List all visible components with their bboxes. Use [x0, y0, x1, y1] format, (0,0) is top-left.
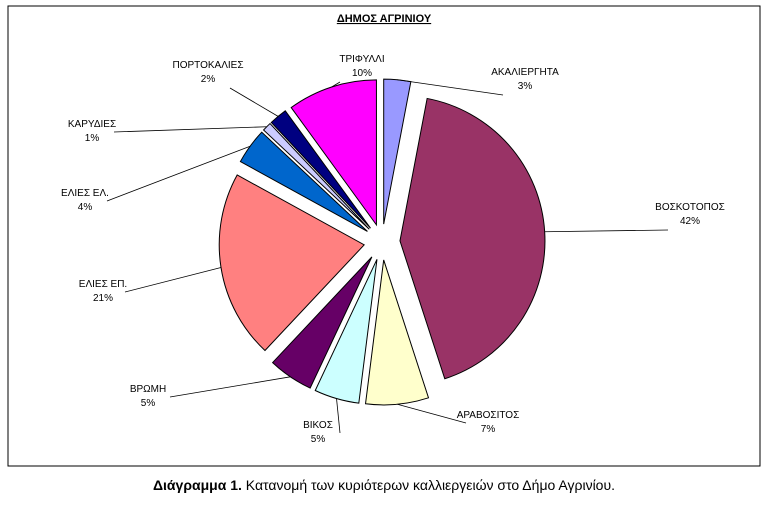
slice-value-label: 1%: [85, 133, 100, 144]
slice-value-label: 7%: [481, 424, 496, 435]
caption-label: Διάγραμμα 1.: [153, 477, 242, 493]
slice-value-label: 21%: [93, 293, 113, 304]
leader-line: [124, 267, 222, 293]
slice-label: ΠΟΡΤΟΚΑΛΙΕΣ: [172, 60, 243, 71]
slice-label: ΕΛΙΕΣ ΕΠ.: [79, 279, 127, 290]
leader-line: [331, 81, 341, 88]
slice-value-label: 3%: [518, 81, 533, 92]
slice-value-label: 5%: [311, 434, 326, 445]
slice-label: ΤΡΙΦΥΛΛΙ: [339, 54, 384, 65]
pie-slice: [314, 259, 378, 404]
slice-label: ΚΑΡΥΔΙΕΣ: [68, 119, 116, 130]
slice-value-label: 2%: [201, 74, 216, 85]
leader-line: [113, 126, 267, 133]
pie-slice: [271, 256, 373, 389]
pie-slice: [270, 110, 371, 229]
slice-value-label: 5%: [141, 398, 156, 409]
leader-line: [169, 376, 291, 398]
slice-value-label: 10%: [352, 68, 372, 79]
caption: Διάγραμμα 1. Κατανομή των κυριότερων καλ…: [153, 477, 615, 493]
pie-slice: [262, 122, 370, 230]
leader-line: [106, 145, 251, 202]
slice-label: ΑΚΑΛΙΕΡΓΗΤΑ: [491, 67, 559, 78]
slice-value-label: 42%: [680, 216, 700, 227]
slice-label: ΑΡΑΒΟΣΙΤΟΣ: [457, 410, 520, 421]
slice-label: ΒΙΚΟΣ: [303, 420, 333, 431]
slice-label: ΕΛΙΕΣ ΕΛ.: [61, 188, 109, 199]
pie-slice: [218, 174, 366, 352]
caption-text: Κατανομή των κυριότερων καλλιεργειών στο…: [246, 477, 615, 493]
leader-line: [336, 398, 341, 434]
pie-slice: [399, 97, 546, 380]
leader-line: [397, 403, 467, 424]
slice-value-label: 4%: [78, 202, 93, 213]
leader-line: [397, 79, 504, 96]
pie-slice: [364, 259, 430, 406]
chart-title: ΔΗΜΟΣ ΑΓΡΙΝΙΟΥ: [337, 13, 432, 25]
leader-line: [544, 229, 669, 233]
slice-label: ΒΡΩΜΗ: [130, 384, 166, 395]
leader-line: [229, 87, 279, 117]
slice-label: ΒΟΣΚΟΤΟΠΟΣ: [655, 202, 725, 213]
